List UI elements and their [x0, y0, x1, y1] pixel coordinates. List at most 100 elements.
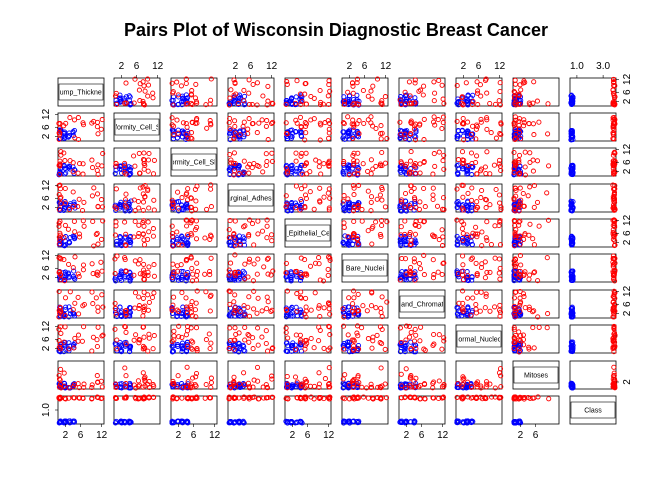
scatter-point [75, 115, 81, 121]
scatter-point [421, 185, 427, 192]
scatter-point [407, 158, 414, 164]
panel-frame [284, 253, 332, 283]
scatter-point [151, 207, 157, 213]
scatter-point [132, 218, 138, 225]
panel-r8-c5 [340, 360, 389, 391]
scatter-point [122, 202, 128, 208]
axis-tick-label: 12 [622, 214, 633, 226]
scatter-point [100, 218, 106, 224]
scatter-point [285, 348, 291, 354]
scatter-point [477, 82, 483, 88]
panel-r1-c7 [454, 112, 504, 143]
scatter-point [122, 308, 128, 314]
scatter-point [112, 170, 118, 176]
scatter-point [62, 200, 69, 206]
scatter-point [473, 231, 479, 237]
scatter-point [194, 260, 200, 266]
scatter-point [57, 186, 64, 192]
scatter-point [294, 308, 300, 314]
scatter-point [308, 307, 314, 313]
axis-tick-label: 12 [41, 249, 52, 261]
scatter-point [354, 158, 360, 164]
scatter-point [511, 88, 517, 95]
scatter-point [114, 253, 120, 259]
scatter-point [185, 379, 191, 385]
scatter-point [117, 202, 123, 208]
scatter-point [374, 332, 380, 338]
scatter-point [150, 382, 156, 388]
scatter-point [145, 76, 151, 82]
scatter-point [610, 262, 616, 268]
axis-tick-label: 2 [404, 430, 410, 441]
scatter-point [297, 342, 303, 348]
scatter-point [207, 118, 213, 124]
scatter-point [612, 159, 618, 165]
scatter-point [327, 195, 333, 201]
scatter-point [123, 341, 129, 347]
scatter-point [118, 312, 124, 319]
scatter-point [351, 218, 357, 225]
scatter-point [536, 119, 542, 125]
panel-r4-c6 [397, 218, 446, 249]
scatter-point [56, 125, 63, 131]
axis-tick-label: 6 [622, 301, 633, 307]
scatter-point [612, 381, 618, 387]
scatter-point [484, 381, 490, 387]
scatter-point [569, 384, 575, 390]
scatter-point [170, 270, 176, 276]
scatter-point [465, 190, 471, 196]
scatter-point [284, 131, 290, 137]
scatter-point [403, 271, 409, 277]
scatter-point [412, 77, 418, 83]
scatter-point [611, 136, 617, 142]
scatter-point [610, 335, 617, 341]
scatter-point [56, 395, 62, 401]
axis-tick-label: 6 [362, 61, 368, 72]
scatter-point [356, 380, 362, 386]
scatter-point [413, 375, 419, 381]
panel-frame [455, 147, 503, 177]
scatter-point [132, 290, 139, 296]
scatter-point [496, 256, 502, 262]
scatter-point [351, 171, 357, 177]
scatter-point [183, 217, 189, 223]
scatter-point [611, 205, 617, 211]
scatter-point [454, 163, 460, 169]
scatter-point [611, 197, 618, 203]
panel-r5-c9 [568, 253, 618, 284]
scatter-point [302, 137, 308, 143]
scatter-point [497, 131, 503, 137]
scatter-point [63, 396, 69, 402]
scatter-point [307, 169, 313, 175]
scatter-point [473, 395, 479, 401]
scatter-point [179, 290, 185, 296]
scatter-point [325, 300, 332, 306]
panel-r1-c3 [226, 112, 276, 143]
scatter-point [436, 237, 442, 243]
axis-tick-label: 3.0 [596, 61, 610, 72]
scatter-point [377, 231, 383, 238]
scatter-point [269, 376, 275, 382]
scatter-point [136, 303, 142, 309]
scatter-point [178, 202, 184, 208]
scatter-point [408, 329, 414, 335]
scatter-point [454, 242, 460, 248]
scatter-point [465, 304, 471, 310]
axis-tick-label: 2 [233, 61, 239, 72]
scatter-point [360, 161, 366, 167]
scatter-point [346, 129, 352, 135]
scatter-point [469, 202, 475, 208]
panel-r6-c1 [112, 289, 161, 320]
scatter-point [511, 218, 518, 224]
scatter-point [62, 313, 68, 319]
panel-frame [227, 112, 275, 142]
scatter-point [431, 98, 437, 104]
scatter-point [341, 314, 347, 320]
scatter-point [456, 300, 462, 306]
scatter-point [184, 124, 190, 130]
panel-r0-c8 [511, 77, 560, 108]
scatter-point [398, 159, 404, 165]
scatter-point [233, 242, 239, 248]
scatter-point [231, 299, 237, 305]
scatter-point [439, 227, 445, 233]
